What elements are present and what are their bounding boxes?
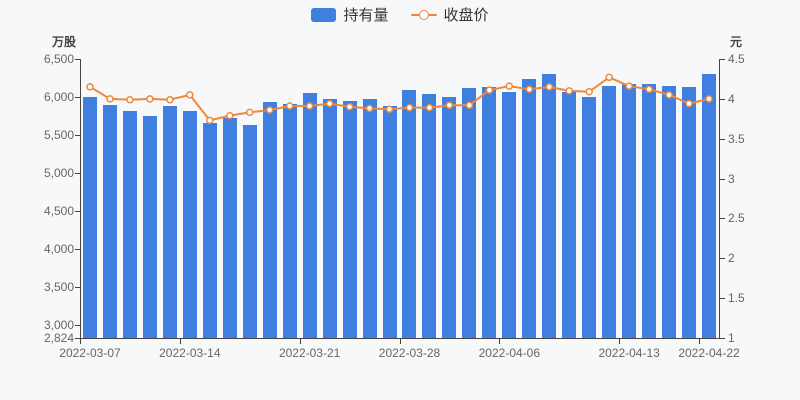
right-axis-unit: 元 (729, 35, 742, 49)
right-axis-tick (720, 338, 725, 339)
left-axis-tick-label: 4,000 (43, 242, 74, 256)
holdings-bar[interactable] (462, 87, 477, 338)
left-axis-tick-label: 2,824 (43, 331, 74, 345)
x-axis-tick-label: 2022-04-13 (598, 346, 660, 360)
right-axis-tick-label: 2 (728, 251, 735, 265)
holdings-bar[interactable] (122, 110, 137, 338)
legend-holdings-label: 持有量 (343, 7, 389, 24)
left-axis-tick-label: 3,000 (43, 318, 74, 332)
holdings-swatch-icon (311, 7, 337, 22)
left-axis-tick (75, 211, 80, 212)
right-axis-tick (720, 218, 725, 219)
holdings-bar[interactable] (262, 101, 277, 338)
holdings-bar[interactable] (282, 103, 297, 338)
right-axis-tick (720, 99, 725, 100)
holdings-bar[interactable] (562, 91, 577, 338)
left-axis-tick (75, 59, 80, 60)
left-axis-tick (75, 338, 80, 339)
left-axis-tick-label: 3,500 (43, 280, 74, 294)
holdings-bar[interactable] (222, 118, 237, 338)
x-axis-tick (400, 339, 401, 344)
holdings-bar[interactable] (682, 87, 697, 338)
right-axis-tick-label: 1 (728, 331, 735, 345)
right-axis-tick (720, 179, 725, 180)
legend-close-price-label: 收盘价 (443, 7, 489, 24)
holdings-bar[interactable] (142, 115, 157, 338)
holdings-bar[interactable] (702, 74, 717, 338)
left-axis-tick-label: 5,000 (43, 166, 74, 180)
right-axis-tick (720, 59, 725, 60)
holdings-bar[interactable] (322, 99, 337, 338)
holdings-bar[interactable] (402, 90, 417, 338)
holdings-bar[interactable] (182, 111, 197, 338)
right-axis-tick-label: 3.5 (728, 132, 745, 146)
legend-item-close-price[interactable]: 收盘价 (410, 4, 489, 25)
holdings-bar[interactable] (422, 93, 437, 338)
right-axis-tick-label: 1.5 (728, 291, 745, 305)
x-axis-tick (80, 339, 81, 344)
right-axis-line (719, 59, 720, 339)
left-axis-tick (75, 135, 80, 136)
holdings-bar[interactable] (502, 91, 517, 338)
x-axis-tick-label: 2022-03-21 (278, 346, 341, 360)
holdings-bar[interactable] (242, 125, 257, 338)
holdings-bar[interactable] (162, 106, 177, 338)
holdings-bar[interactable] (102, 105, 117, 338)
left-axis-line (80, 59, 81, 338)
right-axis-tick-label: 3 (728, 172, 735, 186)
x-axis-tick (619, 339, 620, 344)
x-axis-tick-label: 2022-04-22 (678, 346, 740, 360)
left-axis-tick-label: 4,500 (43, 204, 74, 218)
x-axis-tick-label: 2022-03-28 (378, 346, 441, 360)
left-axis-tick (75, 97, 80, 98)
x-axis-tick-label: 2022-04-06 (478, 346, 541, 360)
holdings-bar[interactable] (622, 84, 637, 338)
right-axis-tick-label: 2.5 (728, 211, 745, 225)
holdings-bar[interactable] (602, 85, 617, 338)
holdings-bar[interactable] (582, 96, 597, 338)
holdings-bar[interactable] (382, 106, 397, 338)
right-axis-tick (720, 139, 725, 140)
right-axis-tick-label: 4.5 (728, 52, 745, 66)
left-axis-tick (75, 325, 80, 326)
x-axis-tick (180, 339, 181, 344)
x-axis-tick (300, 339, 301, 344)
x-axis-tick-label: 2022-03-07 (59, 346, 121, 360)
left-axis-tick (75, 287, 80, 288)
holdings-bar[interactable] (522, 78, 537, 338)
holdings-bar[interactable] (482, 87, 497, 338)
chart-legend: 持有量 收盘价 (0, 4, 800, 25)
holdings-bar[interactable] (302, 93, 317, 338)
holdings-bar[interactable] (82, 96, 97, 338)
left-axis-tick-label: 5,500 (43, 128, 74, 142)
right-axis-tick (720, 258, 725, 259)
x-axis-tick (499, 339, 500, 344)
right-axis-tick (720, 298, 725, 299)
left-axis-tick (75, 249, 80, 250)
holdings-bar[interactable] (542, 74, 557, 338)
left-axis-tick-label: 6,500 (43, 52, 74, 66)
x-axis-tick (699, 339, 700, 344)
left-axis-unit: 万股 (52, 35, 77, 49)
holdings-bar[interactable] (202, 122, 217, 338)
legend-item-holdings[interactable]: 持有量 (311, 4, 389, 25)
holdings-bar[interactable] (342, 100, 357, 338)
x-axis-line (80, 338, 720, 339)
holdings-bar[interactable] (662, 86, 677, 338)
x-axis-tick-label: 2022-03-14 (159, 346, 221, 360)
holdings-bar[interactable] (362, 99, 377, 338)
left-axis-tick-label: 6,000 (43, 90, 74, 104)
left-axis-tick (75, 173, 80, 174)
right-axis-tick-label: 4 (728, 92, 735, 106)
close-price-marker-icon (410, 8, 437, 22)
holdings-bar[interactable] (642, 84, 657, 338)
holdings-bar[interactable] (442, 96, 457, 338)
